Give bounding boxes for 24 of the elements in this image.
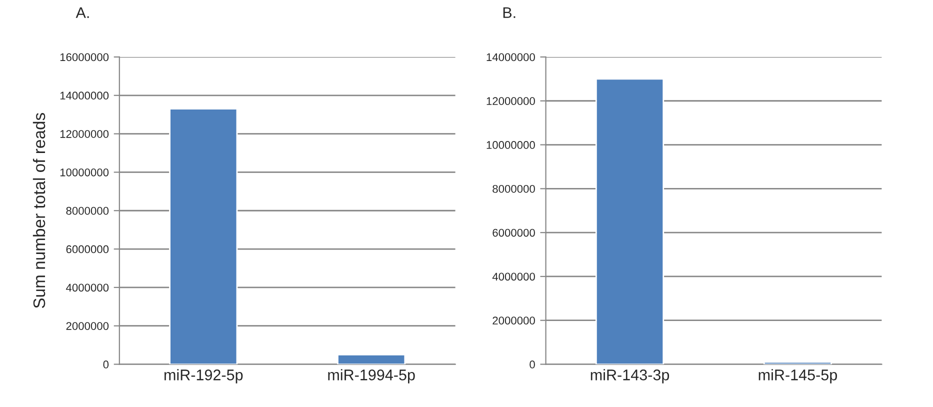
x-tick-label: miR-1994-5p xyxy=(328,369,415,384)
x-tick-label: miR-145-5p xyxy=(758,369,837,384)
chart-title: B. xyxy=(503,7,516,18)
y-tick-label: 14000000 xyxy=(486,53,535,62)
y-tick-label: 0 xyxy=(530,360,535,368)
y-tick-label: 2000000 xyxy=(66,322,109,330)
y-tick-label: 14000000 xyxy=(60,92,109,100)
x-tick-label: miR-143-3p xyxy=(590,369,670,384)
y-tick-label: 10000000 xyxy=(486,141,535,149)
y-tick-label: 0 xyxy=(103,360,109,368)
y-tick-label: 16000000 xyxy=(60,53,109,62)
chart-title: A. xyxy=(76,7,89,18)
y-tick-label: 6000000 xyxy=(66,245,109,254)
y-tick-label: 8000000 xyxy=(66,206,109,215)
y-tick-label: 4000000 xyxy=(492,272,535,281)
y-tick-label: 10000000 xyxy=(60,168,109,176)
y-tick-label: 4000000 xyxy=(66,284,109,292)
y-tick-label: 6000000 xyxy=(492,228,535,237)
x-tick-label: miR-192-5p xyxy=(164,369,243,384)
y-tick-label: 2000000 xyxy=(492,316,535,325)
y-tick-label: 12000000 xyxy=(60,130,109,138)
y-axis-title: Sum number total of reads xyxy=(32,113,46,308)
y-tick-label: 8000000 xyxy=(492,184,535,193)
y-tick-label: 12000000 xyxy=(486,97,535,106)
